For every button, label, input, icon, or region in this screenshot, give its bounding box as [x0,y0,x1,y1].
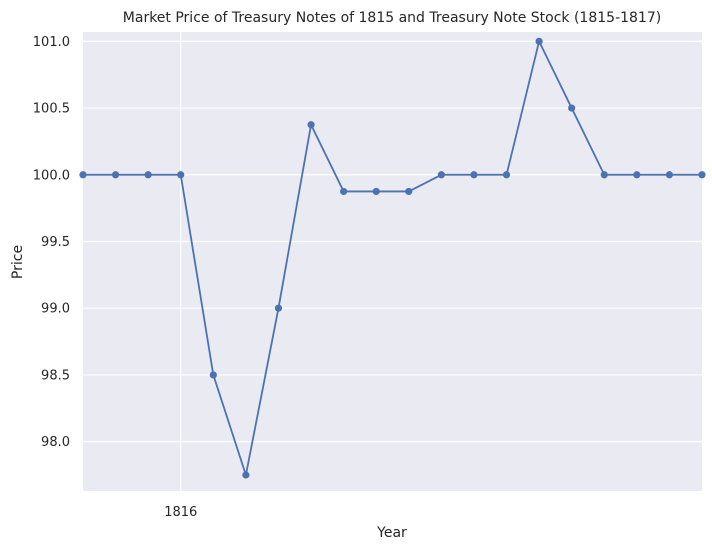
y-tick-label: 100.5 [33,102,70,117]
data-point [405,187,413,196]
data-point [665,171,674,179]
data-point [209,371,217,379]
data-point [307,121,315,129]
y-tick-label: 99.5 [41,235,70,250]
data-point [600,171,608,179]
data-point [502,171,511,179]
y-tick-label: 98.0 [41,435,70,450]
data-point [437,171,445,179]
data-point [568,104,576,112]
data-point [372,187,380,196]
y-tick-label: 101.0 [33,35,70,50]
y-tick-label: 98.5 [41,368,70,383]
x-tick-label: 1816 [164,505,197,520]
y-axis-ticks: 98.0 98.5 99.0 99.5 100.0 100.5 101.0 [33,35,70,450]
data-point [111,171,120,179]
data-point [633,171,641,179]
data-point [274,304,283,312]
chart-title: Market Price of Treasury Notes of 1815 a… [123,10,661,26]
data-point [470,171,478,179]
data-point [177,171,185,179]
series-line [83,40,702,476]
series-group [79,37,706,479]
grid-lines [83,32,702,491]
data-point [79,171,87,179]
x-axis-label: Year [376,525,407,541]
plot-area [83,32,702,491]
y-tick-label: 100.0 [33,168,70,183]
data-point [340,187,348,196]
x-axis-ticks: 1816 [164,505,197,520]
data-point [698,171,706,179]
y-tick-label: 99.0 [41,302,70,317]
data-point [144,171,152,179]
y-axis-label: Price [10,245,26,279]
data-point [535,37,543,45]
data-point [242,471,250,479]
